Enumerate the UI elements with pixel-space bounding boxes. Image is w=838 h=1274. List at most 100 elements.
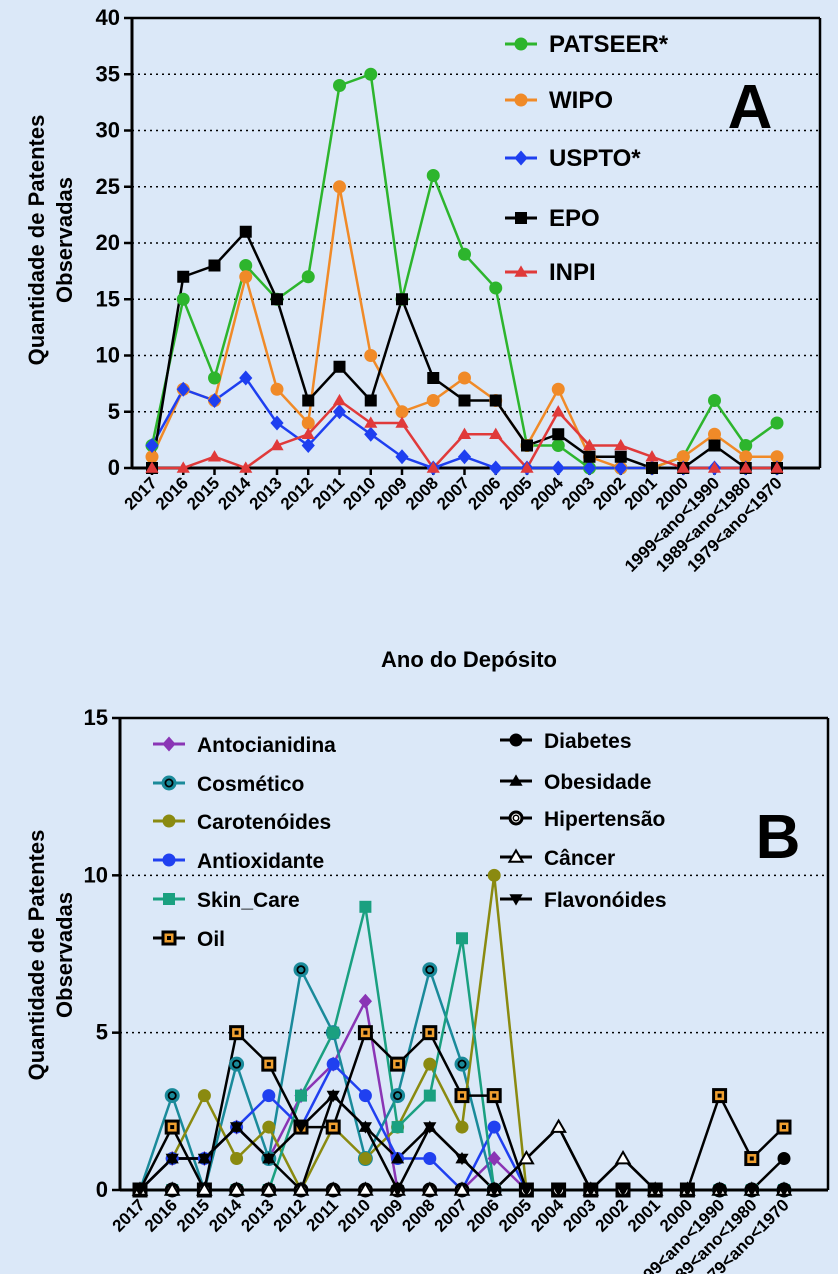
chart-a-data-point-shape [270, 438, 284, 451]
chart-a-legend-marker-shape [515, 212, 527, 224]
chart-b-panel-letter: B [756, 803, 801, 872]
chart-b-data-point [260, 1181, 278, 1196]
chart-b-legend-marker [162, 814, 176, 828]
chart-b-data-point [614, 1149, 632, 1165]
chart-a-y-tick-label: 10 [96, 343, 120, 368]
chart-b-data-point [262, 1120, 276, 1134]
chart-a-data-point-shape [551, 405, 565, 417]
chart-a-data-point-shape [207, 393, 222, 408]
chart-b-data-point-shape [197, 1089, 211, 1103]
chart-a-legend-marker-shape [514, 37, 528, 51]
chart-b-legend-marker-inner [166, 780, 172, 786]
chart-b-data-point-inner [169, 1092, 175, 1099]
chart-b-data-point-shape [421, 1181, 439, 1196]
chart-b-data-point [133, 1185, 147, 1197]
chart-b-data-point-shape [745, 1185, 759, 1197]
chart-b-data-point [777, 1185, 791, 1197]
chart-a-data-point [708, 394, 721, 407]
chart-b-data-point-shape [262, 1089, 276, 1103]
chart-a-data-point [208, 371, 221, 385]
chart-b-data-point [453, 1181, 471, 1196]
chart-a-data-point-shape [145, 461, 159, 473]
chart-b-data-point-shape [327, 1026, 340, 1039]
chart-a-data-point-shape [208, 371, 221, 385]
chart-a-y-ticks: 0 5 10 15 20 25 30 35 40 [96, 5, 132, 480]
chart-b-data-point-shape [262, 1153, 276, 1166]
chart-a-data-point-shape [364, 349, 378, 362]
chart-a-data-point-shape [176, 461, 190, 473]
chart-a-data-point-shape [582, 460, 597, 476]
chart-a-data-point [239, 370, 253, 386]
chart-a-data-point-shape [707, 461, 722, 473]
chart-a-data-point [145, 438, 159, 453]
chart-a-data-point-shape [239, 270, 253, 284]
chart-a-data-point [551, 382, 565, 396]
chart-b-data-point-inner [460, 1093, 464, 1098]
chart-b-data-point [680, 1185, 694, 1197]
chart-a-data-point [645, 450, 659, 462]
chart-b-data-point [165, 1153, 179, 1166]
chart-b-data-point [326, 1057, 340, 1071]
chart-b-data-point-shape [423, 1152, 437, 1166]
chart-a-data-point [582, 460, 597, 476]
chart-b-y-tick-label: 5 [96, 1020, 108, 1045]
chart-a-data-point-shape [489, 394, 502, 407]
chart-b-data-point-shape [423, 1122, 437, 1134]
chart-b-data-point-shape [294, 1122, 308, 1134]
chart-b-data-point-inner [492, 1093, 497, 1098]
chart-a-data-point-shape [551, 439, 565, 452]
chart-b-data-point-inner [298, 967, 304, 973]
chart-b-data-point [776, 1119, 792, 1135]
chart-a-data-point-shape [332, 393, 347, 406]
chart-a-data-point [521, 439, 533, 452]
chart-b-legend-marker-shape [162, 814, 176, 828]
chart-a-data-point [707, 461, 722, 473]
chart-b-data-point-inner [749, 1156, 754, 1161]
chart-b-data-point [358, 993, 372, 1009]
chart-b-data-point [293, 962, 309, 978]
chart-b-data-point-shape [614, 1149, 632, 1165]
chart-b-legend-marker-shape [509, 894, 523, 906]
chart-a-data-point-shape [708, 439, 721, 452]
chart-b-data-point [292, 1181, 310, 1196]
chart-b-data-point-shape [326, 1090, 340, 1103]
chart-a-data-point [301, 270, 315, 284]
chart-a-data-point-shape [770, 416, 784, 430]
chart-a-data-point [239, 225, 252, 238]
chart-b-legend-marker [509, 733, 523, 747]
chart-a-data-point-shape [521, 439, 533, 452]
chart-b-data-point [456, 932, 468, 945]
chart-a-data-point [301, 416, 315, 430]
chart-b-data-point-shape [358, 1089, 372, 1103]
chart-a-data-point [395, 405, 409, 419]
chart-a-data-point [739, 461, 753, 473]
chart-a-data-point-shape [301, 427, 315, 440]
chart-b-legend-label: Obesidade [544, 771, 651, 794]
chart-b-data-point-inner [233, 1061, 240, 1067]
chart-b-legend-marker-shape [162, 736, 176, 752]
chart-a-data-point [364, 416, 378, 428]
chart-b-data-point-inner [266, 1062, 271, 1067]
chart-b-data-point [487, 868, 501, 882]
chart-b-legend-label: Antioxidante [197, 850, 324, 873]
chart-a-data-point-shape [239, 461, 253, 473]
chart-a-data-point-shape [239, 225, 252, 238]
chart-a-data-point-shape [457, 427, 472, 440]
chart-b-data-point-shape [487, 1185, 501, 1197]
chart-b-legend-marker [509, 774, 523, 786]
chart-b-legend-label: Cosmético [197, 773, 304, 796]
chart-b-data-point-shape [453, 1181, 471, 1196]
chart-a-data-point [208, 259, 221, 272]
chart-b-data-point-shape [324, 1181, 342, 1196]
chart-a-data-point-shape [301, 416, 315, 430]
chart-a-data-point [614, 450, 627, 463]
chart-b-data-point-inner [234, 1030, 239, 1035]
chart-a-panel-letter: A [728, 73, 773, 142]
chart-a-data-point-shape [614, 438, 628, 451]
chart-a-data-point [332, 404, 347, 420]
chart-a-data-point-shape [676, 461, 690, 473]
chart-a-y-axis-title-line1: Quantidade de Patentes [24, 115, 49, 366]
chart-b-legend-marker [162, 736, 176, 752]
chart-b-y-axis-title-line1: Quantidade de Patentes [24, 830, 49, 1081]
